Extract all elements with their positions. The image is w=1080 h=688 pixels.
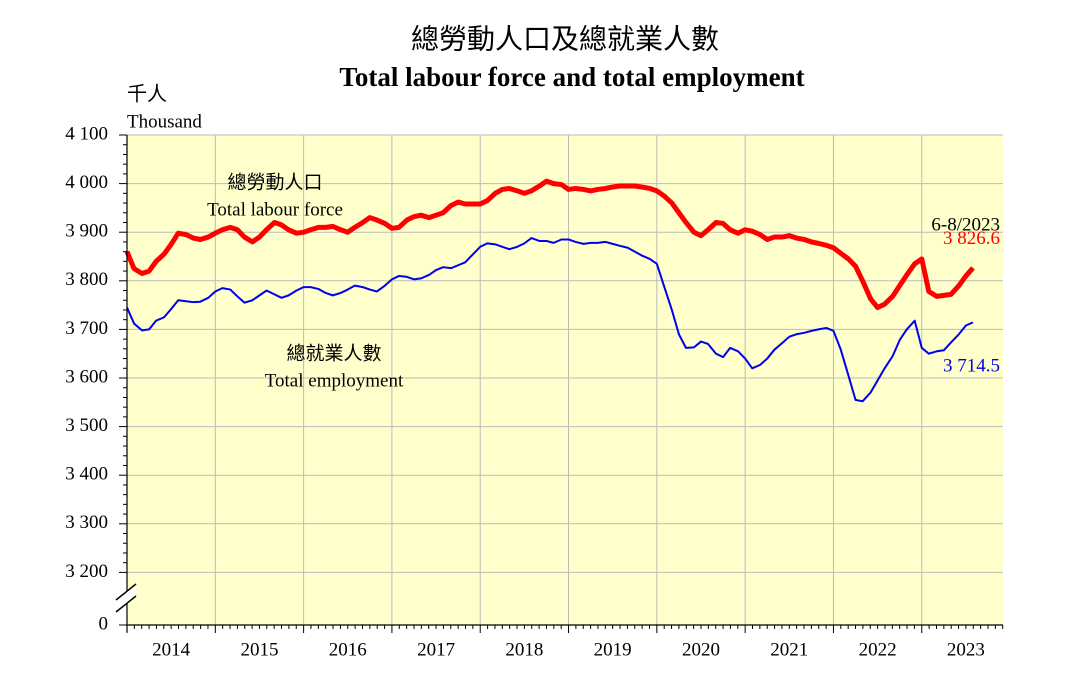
y-tick-label: 3 200 (65, 561, 108, 582)
x-tick-label: 2022 (859, 639, 897, 660)
x-tick-label: 2023 (947, 639, 985, 660)
series-label-zh: 總勞動人口 (227, 171, 322, 193)
y-tick-label: 3 500 (65, 415, 108, 436)
y-tick-label: 3 600 (65, 366, 108, 387)
y-tick-label: 4 000 (65, 172, 108, 193)
y-tick-label: 3 400 (65, 464, 108, 485)
x-tick-label: 2019 (594, 639, 632, 660)
chart-title: 總勞動人口及總就業人數 (411, 23, 719, 55)
y-tick-label: 3 300 (65, 512, 108, 533)
x-tick-label: 2021 (770, 639, 808, 660)
axis-break (115, 583, 137, 613)
x-tick-label: 2020 (682, 639, 720, 660)
x-tick-label: 2018 (505, 639, 543, 660)
x-tick-label: 2014 (152, 639, 191, 660)
chart-subtitle: Total labour force and total employment (339, 62, 804, 92)
x-tick-label: 2017 (417, 639, 455, 660)
y-tick-label: 0 (99, 613, 109, 634)
value-label: 3 714.5 (943, 356, 1000, 377)
y-unit: Thousand (127, 111, 202, 132)
y-tick-label: 3 900 (65, 221, 108, 242)
y-tick-label: 4 100 (65, 123, 108, 144)
y-tick-label: 3 800 (65, 269, 108, 290)
series-label: Total employment (265, 370, 404, 391)
value-label: 3 826.6 (943, 228, 1000, 249)
y-unit-zh: 千人 (127, 83, 167, 106)
series-label: Total labour force (207, 199, 343, 220)
series-line (126, 237, 974, 403)
series-line (124, 178, 975, 311)
plot-area (127, 135, 1003, 625)
x-tick-label: 2015 (240, 639, 278, 660)
period-label: 6-8/2023 (931, 214, 1000, 235)
x-tick-label: 2016 (329, 639, 367, 660)
series-label-zh: 總就業人數 (286, 342, 381, 364)
y-tick-label: 3 700 (65, 318, 108, 339)
